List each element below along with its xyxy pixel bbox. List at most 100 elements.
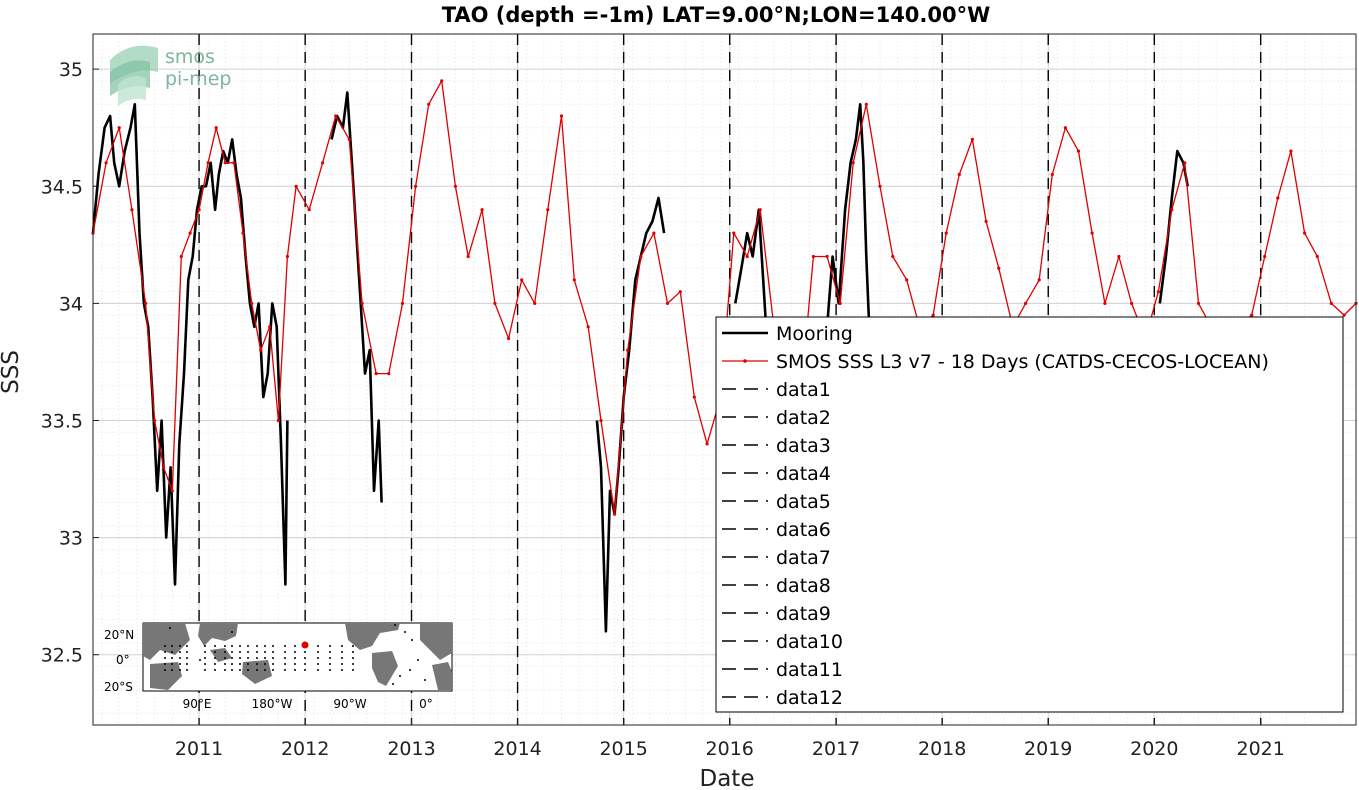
smos-data-point [197, 208, 201, 212]
smos-data-point [188, 231, 192, 235]
buoy-dot [341, 651, 343, 653]
buoy-dot [272, 645, 274, 647]
buoy-dot [329, 657, 331, 659]
x-tick-label: 2018 [918, 738, 966, 760]
legend-swatch-marker [743, 359, 747, 363]
chart-title: TAO (depth =-1m) LAT=9.00°N;LON=140.00°W [442, 3, 991, 27]
smos-data-point [572, 278, 576, 282]
legend-label: data6 [776, 519, 831, 541]
buoy-dot [171, 651, 173, 653]
inset-buoy-dots [164, 624, 426, 685]
buoy-dot [392, 683, 394, 685]
smos-data-point [400, 301, 405, 305]
smos-data-point [639, 254, 643, 259]
logo-line2: pi-mep [165, 68, 231, 90]
legend-label: data1 [776, 379, 831, 401]
inset-lon-label-3: 90°W [333, 697, 366, 711]
smos-data-point [1183, 161, 1187, 165]
buoy-dot [256, 669, 258, 671]
legend-label: data9 [776, 603, 831, 625]
smos-data-point [427, 102, 431, 106]
buoy-dot [186, 651, 188, 653]
legend-label: data7 [776, 547, 831, 569]
buoy-dot [239, 669, 241, 671]
legend-label: data5 [776, 491, 831, 513]
mooring-series-line [1158, 149, 1189, 304]
smos-data-point [838, 301, 842, 305]
buoy-dot [199, 659, 201, 661]
smos-data-point [170, 489, 174, 493]
smos-data-point [970, 137, 975, 141]
buoy-dot [231, 657, 233, 659]
smos-data-point [905, 278, 909, 282]
buoy-dot [247, 663, 249, 665]
y-tick-label: 33.5 [41, 410, 83, 432]
buoy-dot [224, 663, 226, 665]
legend-box [715, 316, 1344, 713]
smos-data-point [997, 266, 1001, 270]
x-axis-label: Date [700, 766, 755, 790]
mooring-series-line [595, 196, 666, 633]
smos-data-point [758, 208, 762, 212]
buoy-dot [256, 645, 258, 647]
x-tick-label: 2016 [706, 738, 754, 760]
smos-data-point [652, 231, 656, 235]
buoy-dot [204, 669, 206, 671]
buoy-dot [304, 669, 306, 671]
smos-data-point [285, 254, 289, 259]
smos-data-point [1303, 231, 1307, 235]
smos-data-point [678, 290, 682, 294]
buoy-dot [186, 669, 188, 671]
buoy-dot [341, 657, 343, 659]
smos-data-point [613, 512, 617, 516]
buoy-dot [352, 669, 354, 671]
legend-label: data2 [776, 407, 831, 429]
buoy-dot [214, 663, 216, 665]
smos-data-point [626, 348, 630, 352]
buoy-dot [214, 645, 216, 647]
buoy-dot [294, 663, 296, 665]
smos-data-point [130, 208, 134, 212]
smos-data-point [1103, 301, 1107, 305]
smos-data-point [268, 325, 272, 329]
buoy-dot [239, 663, 241, 665]
y-axis-label: SSS [0, 350, 24, 394]
buoy-dot [179, 651, 181, 653]
mooring-series-line [734, 208, 768, 327]
smos-data-point [117, 126, 121, 130]
y-tick-label: 33 [59, 528, 83, 550]
buoy-dot [341, 669, 343, 671]
buoy-dot [204, 657, 206, 659]
buoy-dot [186, 663, 188, 665]
buoy-dot [186, 657, 188, 659]
buoy-dot [164, 651, 166, 653]
smos-data-point [1037, 278, 1041, 282]
buoy-dot [399, 675, 401, 677]
buoy-dot [171, 645, 173, 647]
legend-items: Mooring SMOS SSS L3 v7 - 18 Days (CATDS-C… [722, 323, 1269, 709]
smos-data-point [387, 372, 391, 376]
smos-data-point [705, 442, 709, 446]
smos-data-point [307, 208, 311, 212]
smos-data-point [453, 184, 457, 188]
buoy-dot [231, 669, 233, 671]
smos-data-point [250, 301, 254, 305]
buoy-dot [214, 657, 216, 659]
y-tick-label: 35 [59, 59, 83, 81]
buoy-dot [352, 663, 354, 665]
smos-data-point [944, 231, 948, 235]
buoy-dot [329, 651, 331, 653]
inset-lat-label-1: 20°N [104, 628, 134, 642]
buoy-dot [164, 657, 166, 659]
y-tick-label: 34.5 [41, 176, 83, 198]
plot-frame [92, 33, 1357, 726]
smos-data-point [144, 301, 148, 305]
buoy-dot [272, 663, 274, 665]
buoy-dot [317, 645, 319, 647]
buoy-dot [231, 651, 233, 653]
smos-data-point [294, 184, 298, 188]
smos-data-point [334, 114, 338, 118]
smos-data-point [1130, 301, 1134, 305]
buoy-dot [247, 669, 249, 671]
